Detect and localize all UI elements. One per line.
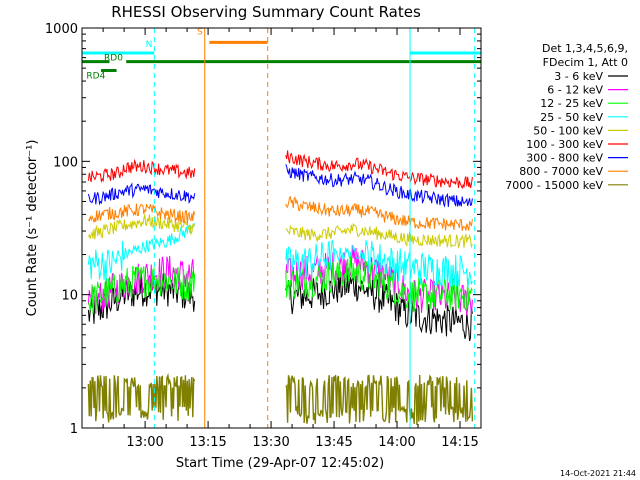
footer-timestamp: 14-Oct-2021 21:44 bbox=[560, 469, 636, 478]
y-tick-label: 10 bbox=[61, 289, 78, 304]
y-tick-label: 1 bbox=[70, 422, 78, 437]
legend-entry-label: 800 - 7000 keV bbox=[519, 165, 603, 178]
legend-entry-label: 6 - 12 keV bbox=[547, 84, 603, 97]
chart-title: RHESSI Observing Summary Count Rates bbox=[111, 3, 421, 21]
annotation-rd4: RD4 bbox=[86, 72, 105, 82]
x-tick-label: 14:00 bbox=[378, 435, 415, 450]
plot-frame bbox=[81, 27, 482, 429]
legend-entry-label: 12 - 25 keV bbox=[540, 97, 603, 110]
legend-entry-label: 3 - 6 keV bbox=[554, 70, 603, 83]
series-line-25-50-kev-seg1 bbox=[87, 223, 196, 282]
series-line-50-100-kev-seg2 bbox=[285, 222, 473, 249]
series-line-50-100-kev-seg1 bbox=[87, 214, 196, 240]
legend-entry-label: 300 - 800 keV bbox=[526, 152, 603, 165]
legend-entry-label: 7000 - 15000 keV bbox=[505, 179, 603, 192]
series-line-7000-15000-kev-seg1 bbox=[87, 372, 196, 423]
series-line-100-300-kev-seg2 bbox=[285, 150, 473, 190]
x-axis-label: Start Time (29-Apr-07 12:45:02) bbox=[176, 456, 384, 471]
legend-entry-label: 50 - 100 keV bbox=[533, 124, 603, 137]
series-line-25-50-kev-seg2 bbox=[285, 239, 473, 288]
series-line-800-7000-kev-seg1 bbox=[88, 203, 196, 224]
series-line-300-800-kev-seg2 bbox=[285, 164, 473, 208]
y-axis-label: Count Rate (s⁻¹ detector⁻¹) bbox=[25, 140, 40, 317]
annotation-s: S bbox=[197, 27, 203, 37]
series-line-12-25-kev-seg2 bbox=[285, 255, 473, 313]
y-tick-label: 100 bbox=[53, 155, 78, 170]
annotation-n: N bbox=[146, 40, 153, 50]
series-line-7000-15000-kev-seg2 bbox=[285, 374, 474, 425]
marker-layer: N S RD0 RD4 bbox=[81, 27, 481, 428]
x-tick-label: 13:30 bbox=[252, 435, 289, 450]
series-line-100-300-kev-seg1 bbox=[87, 158, 196, 184]
series-line-3-6-kev-seg2 bbox=[285, 270, 473, 342]
x-tick-label: 13:15 bbox=[189, 435, 226, 450]
legend: Det 1,3,4,5,6,9,FDecim 1, Att 03 - 6 keV… bbox=[505, 42, 628, 192]
series-line-800-7000-kev-seg2 bbox=[285, 195, 473, 231]
legend-entry-label: 100 - 300 keV bbox=[526, 138, 603, 151]
tick-layer: 13:00 13:15 13:30 13:45 14:00 14:15 1 10 100 1000 bbox=[45, 22, 482, 450]
x-tick-label: 13:00 bbox=[126, 435, 163, 450]
legend-header-line: Det 1,3,4,5,6,9, bbox=[542, 42, 628, 55]
annotation-rd0: RD0 bbox=[104, 54, 123, 64]
x-tick-label: 13:45 bbox=[315, 435, 352, 450]
series-layer bbox=[87, 150, 474, 425]
legend-header-line: FDecim 1, Att 0 bbox=[543, 56, 628, 69]
x-tick-label: 14:15 bbox=[441, 435, 478, 450]
legend-entry-label: 25 - 50 keV bbox=[540, 111, 603, 124]
y-tick-label: 1000 bbox=[45, 22, 78, 37]
series-line-300-800-kev-seg1 bbox=[87, 182, 196, 206]
series-line-12-25-kev-seg1 bbox=[87, 265, 196, 315]
